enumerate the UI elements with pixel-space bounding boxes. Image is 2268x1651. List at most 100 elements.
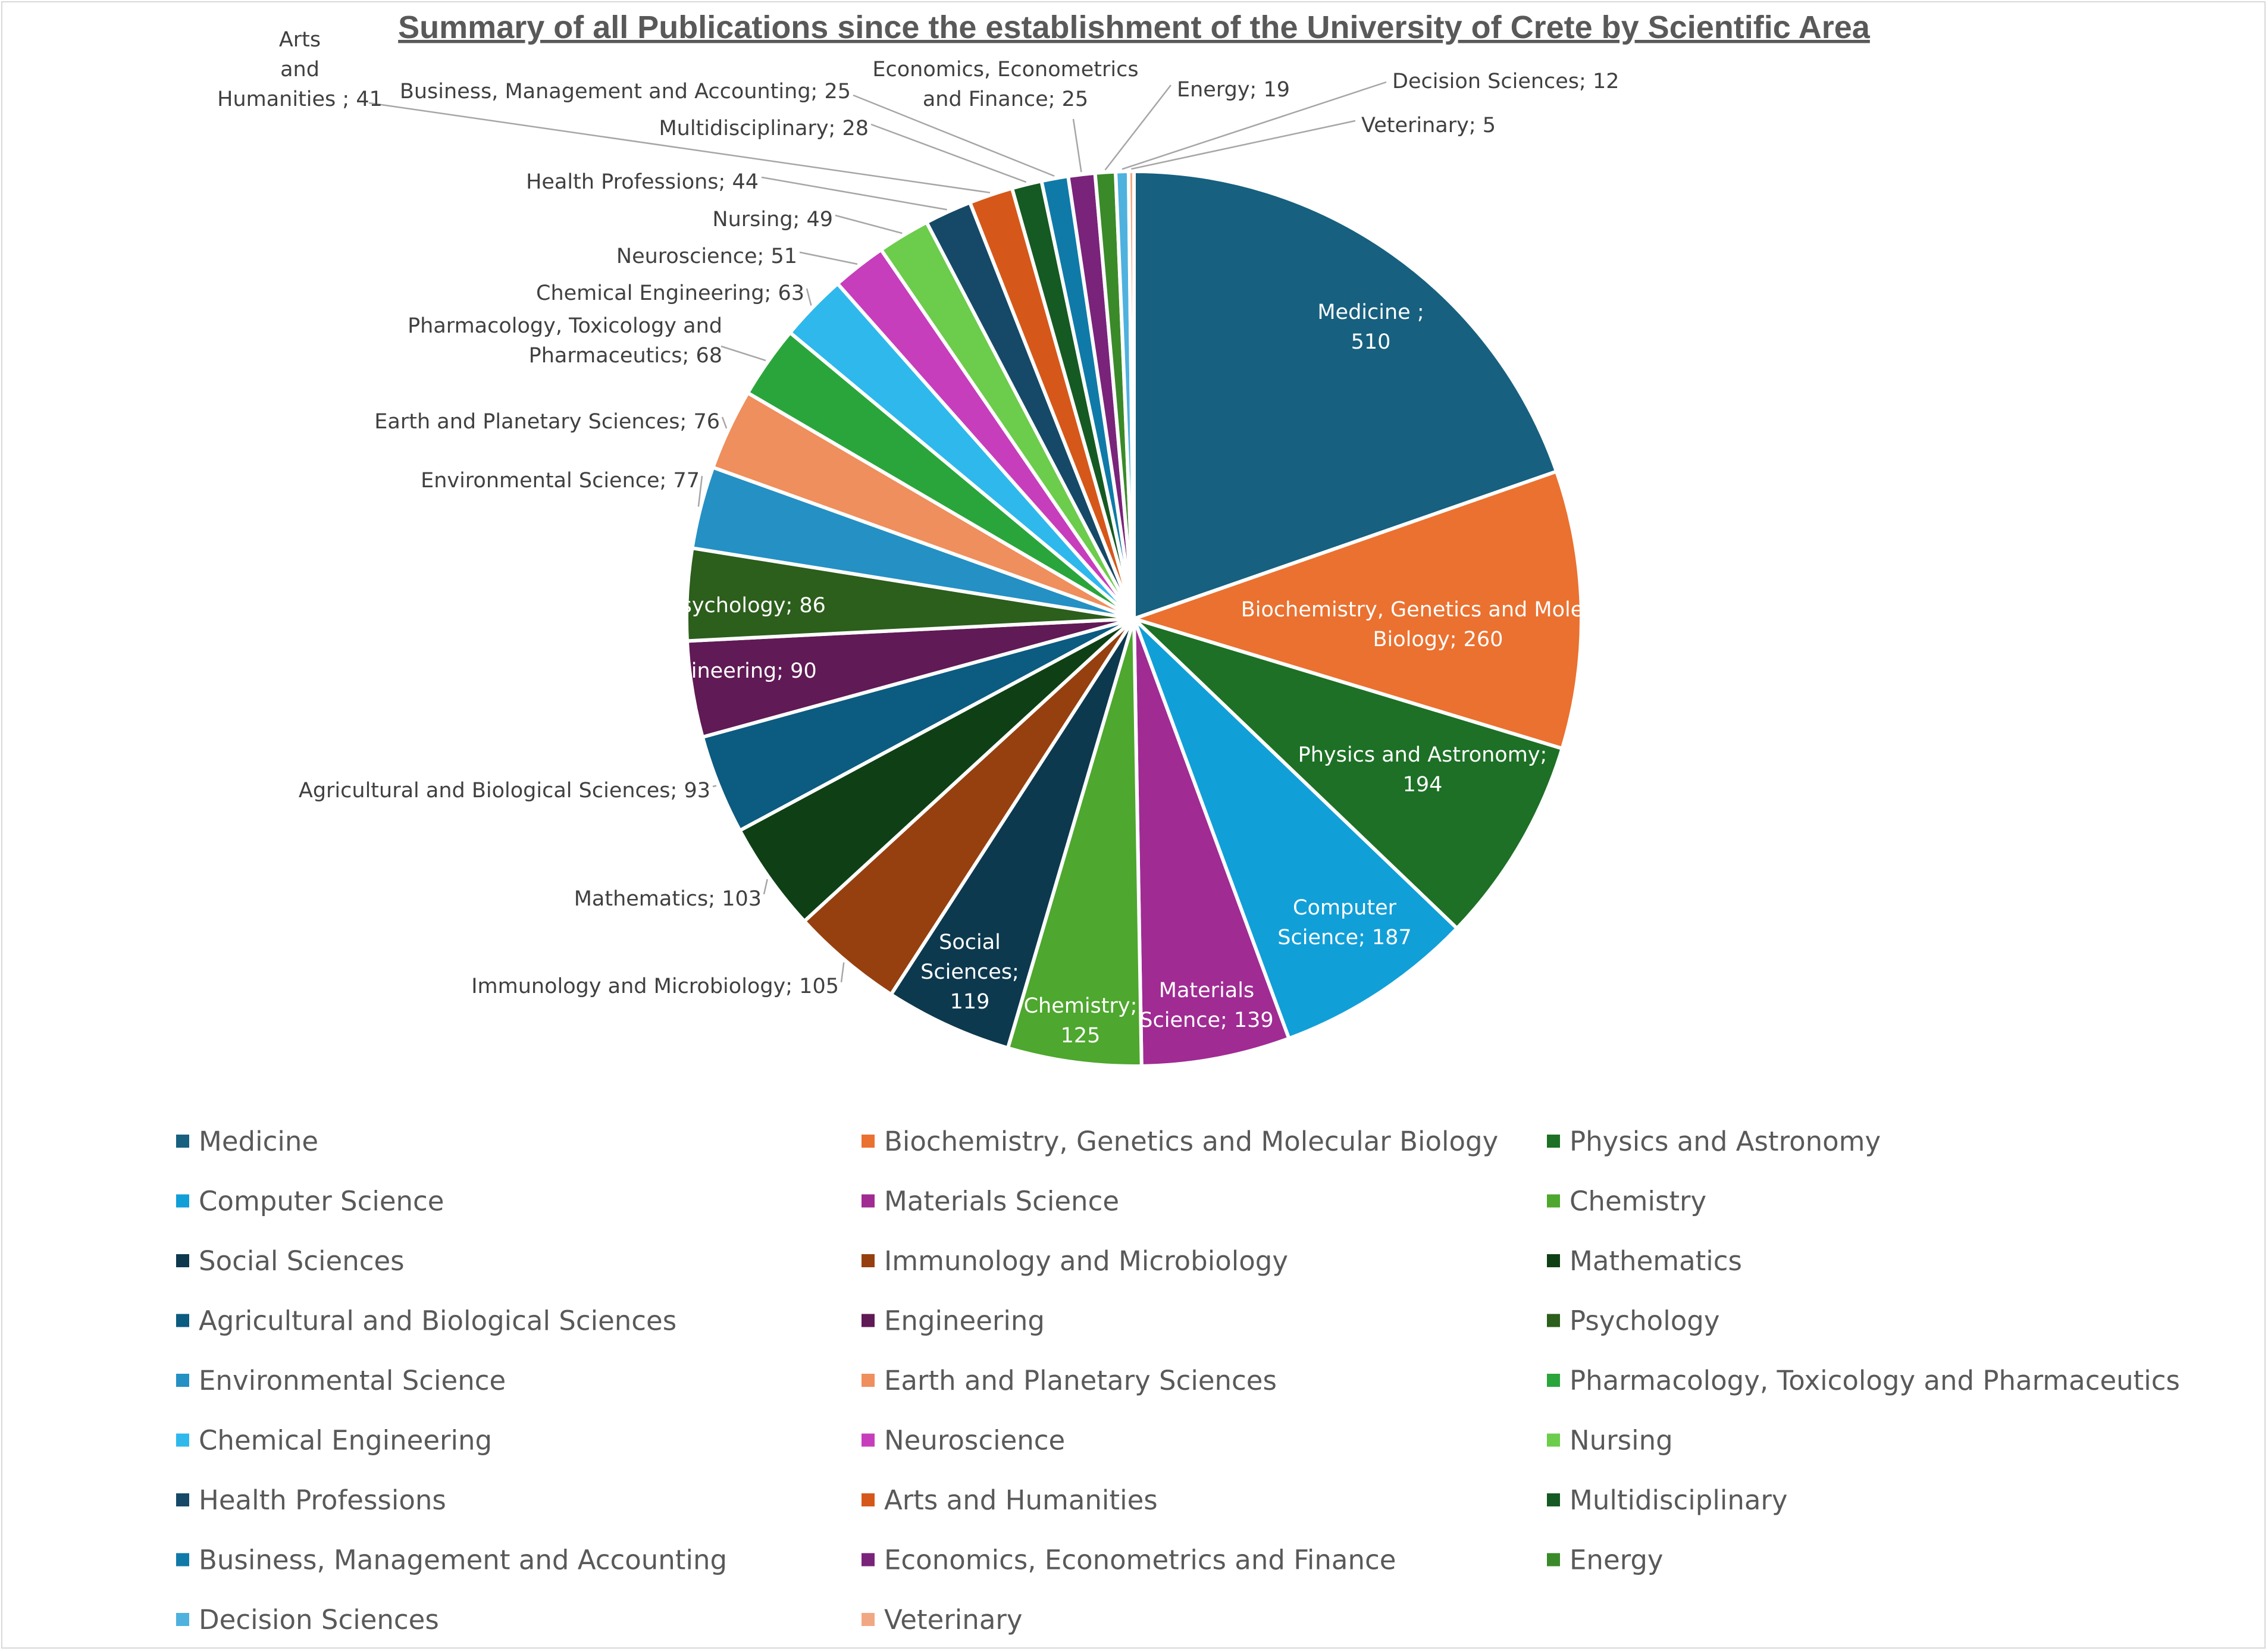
leader-line-neuroscience: [799, 251, 858, 265]
legend-swatch: [862, 1553, 875, 1567]
slice-computer-science[interactable]: [1132, 617, 1459, 1041]
legend-item-mathematics[interactable]: Mathematics: [1547, 1245, 1742, 1277]
slice-biochemistry-genetics-and-molecular-biology[interactable]: [1132, 469, 1583, 751]
slice-social-sciences[interactable]: [889, 617, 1136, 1050]
slice-chemistry[interactable]: [1005, 617, 1144, 1068]
legend-item-psychology[interactable]: Psychology: [1547, 1305, 1719, 1337]
legend-swatch: [176, 1135, 189, 1148]
legend-item-social-sciences[interactable]: Social Sciences: [176, 1245, 405, 1277]
legend-swatch: [862, 1254, 875, 1267]
legend-label: Nursing: [1570, 1425, 1673, 1456]
legend-label: Health Professions: [199, 1484, 446, 1516]
legend-item-chemical-engineering[interactable]: Chemical Engineering: [176, 1425, 492, 1456]
data-label-economics-econometrics-and-finance: Economics, Econometrics and Finance; 25: [872, 58, 1138, 111]
leader-line-immunology-and-microbiology: [840, 962, 845, 983]
legend-item-arts-and-humanities[interactable]: Arts and Humanities: [862, 1484, 1158, 1516]
legend-label: Veterinary: [884, 1604, 1023, 1636]
data-label-business-management-and-accounting: Business, Management and Accounting; 25: [400, 80, 851, 104]
data-label-computer-science: Computer Science; 187: [1277, 896, 1411, 950]
legend-label: Chemistry: [1570, 1186, 1706, 1217]
legend-swatch: [176, 1433, 189, 1447]
legend-item-computer-science[interactable]: Computer Science: [176, 1186, 444, 1217]
legend-item-engineering[interactable]: Engineering: [862, 1305, 1045, 1337]
legend-label: Earth and Planetary Sciences: [884, 1365, 1277, 1396]
legend-label: Neuroscience: [884, 1425, 1065, 1456]
leader-line-agricultural-and-biological-sciences: [712, 785, 717, 788]
leader-line-chemical-engineering: [806, 288, 812, 306]
data-label-chemistry: Chemistry; 125: [1024, 994, 1138, 1048]
legend-swatch: [862, 1194, 875, 1208]
leader-line-environmental-science: [697, 475, 703, 507]
legend-swatch: [862, 1493, 875, 1506]
data-label-decision-sciences: Decision Sciences; 12: [1392, 70, 1619, 93]
legend-swatch: [176, 1493, 189, 1506]
legend-item-pharmacology-toxicology-and-pharmaceutics[interactable]: Pharmacology, Toxicology and Pharmaceuti…: [1547, 1365, 2180, 1396]
legend-item-immunology-and-microbiology[interactable]: Immunology and Microbiology: [862, 1245, 1288, 1277]
legend-swatch: [176, 1374, 189, 1387]
slice-mathematics[interactable]: [738, 617, 1136, 923]
slice-physics-and-astronomy[interactable]: [1132, 617, 1564, 931]
legend-item-economics-econometrics-and-finance[interactable]: Economics, Econometrics and Finance: [862, 1545, 1396, 1576]
legend-item-health-professions[interactable]: Health Professions: [176, 1484, 446, 1516]
legend-swatch: [176, 1613, 189, 1626]
legend-label: Energy: [1570, 1545, 1664, 1576]
leader-line-energy: [1104, 84, 1171, 171]
legend-label: Agricultural and Biological Sciences: [199, 1305, 676, 1337]
legend: Medicine Biochemistry, Genetics and Molec…: [176, 1126, 2180, 1636]
data-label-neuroscience: Neuroscience; 51: [616, 245, 797, 268]
data-label-health-professions: Health Professions; 44: [526, 170, 759, 194]
data-labels: Medicine ; 510 Biochemistry, Genetics and …: [217, 28, 1636, 1048]
legend-swatch: [1547, 1314, 1560, 1327]
legend-item-nursing[interactable]: Nursing: [1547, 1425, 1673, 1456]
legend-label: Arts and Humanities: [884, 1484, 1158, 1516]
legend-item-materials-science[interactable]: Materials Science: [862, 1186, 1119, 1217]
legend-item-earth-and-planetary-sciences[interactable]: Earth and Planetary Sciences: [862, 1365, 1277, 1396]
slice-immunology-and-microbiology[interactable]: [802, 617, 1136, 997]
legend-label: Engineering: [884, 1305, 1045, 1337]
legend-swatch: [862, 1314, 875, 1327]
data-label-social-sciences: Social Sciences; 119: [920, 931, 1019, 1014]
legend-item-physics-and-astronomy[interactable]: Physics and Astronomy: [1547, 1126, 1881, 1157]
legend-swatch: [1547, 1194, 1560, 1208]
legend-item-multidisciplinary[interactable]: Multidisciplinary: [1547, 1484, 1788, 1516]
legend-label: Psychology: [1570, 1305, 1719, 1337]
data-label-environmental-science: Environmental Science; 77: [421, 469, 700, 493]
chart-title: Summary of all Publications since the es…: [398, 10, 1871, 45]
legend-label: Decision Sciences: [199, 1604, 439, 1636]
data-label-chemical-engineering: Chemical Engineering; 63: [536, 281, 804, 305]
leader-line-business-management-and-accounting: [853, 94, 1055, 177]
data-label-agricultural-and-biological-sciences: Agricultural and Biological Sciences; 93: [299, 779, 710, 803]
data-label-nursing: Nursing; 49: [712, 208, 833, 231]
legend-swatch: [1547, 1433, 1560, 1447]
legend-item-biochemistry-genetics-and-molecular-biology[interactable]: Biochemistry, Genetics and Molecular Bio…: [862, 1126, 1498, 1157]
legend-item-medicine[interactable]: Medicine: [176, 1126, 318, 1157]
data-label-earth-and-planetary-sciences: Earth and Planetary Sciences; 76: [374, 410, 720, 434]
data-label-arts-and-humanities: Arts and Humanities ; 41: [217, 28, 383, 111]
legend-item-agricultural-and-biological-sciences[interactable]: Agricultural and Biological Sciences: [176, 1305, 676, 1337]
data-label-pharmacology-toxicology-and-pharmaceutics: Pharmacology, Toxicology and Pharmaceutic…: [408, 314, 722, 368]
legend-item-decision-sciences[interactable]: Decision Sciences: [176, 1604, 439, 1636]
legend-swatch: [862, 1374, 875, 1387]
legend-item-environmental-science[interactable]: Environmental Science: [176, 1365, 506, 1396]
pie-slices: [685, 170, 1583, 1068]
legend-item-neuroscience[interactable]: Neuroscience: [862, 1425, 1065, 1456]
data-label-medicine: Medicine ; 510: [1317, 300, 1424, 354]
slice-materials-science[interactable]: [1132, 617, 1291, 1068]
legend-label: Pharmacology, Toxicology and Pharmaceuti…: [1570, 1365, 2180, 1396]
legend-label: Environmental Science: [199, 1365, 506, 1396]
legend-label: Economics, Econometrics and Finance: [884, 1545, 1396, 1576]
legend-item-business-management-and-accounting[interactable]: Business, Management and Accounting: [176, 1545, 727, 1576]
legend-label: Multidisciplinary: [1570, 1484, 1788, 1516]
legend-label: Physics and Astronomy: [1570, 1126, 1881, 1157]
legend-item-veterinary[interactable]: Veterinary: [862, 1604, 1023, 1636]
legend-label: Biochemistry, Genetics and Molecular Bio…: [884, 1126, 1498, 1157]
legend-item-energy[interactable]: Energy: [1547, 1545, 1664, 1576]
slice-veterinary[interactable]: [1126, 170, 1136, 621]
legend-swatch: [176, 1194, 189, 1208]
data-label-multidisciplinary: Multidisciplinary; 28: [659, 117, 869, 140]
data-label-biochemistry-genetics-and-molecular-biology: Biochemistry, Genetics and Molecular Biol…: [1241, 598, 1636, 651]
legend-label: Materials Science: [884, 1186, 1119, 1217]
legend-label: Mathematics: [1570, 1245, 1742, 1277]
leader-line-decision-sciences: [1122, 81, 1387, 170]
legend-item-chemistry[interactable]: Chemistry: [1547, 1186, 1706, 1217]
